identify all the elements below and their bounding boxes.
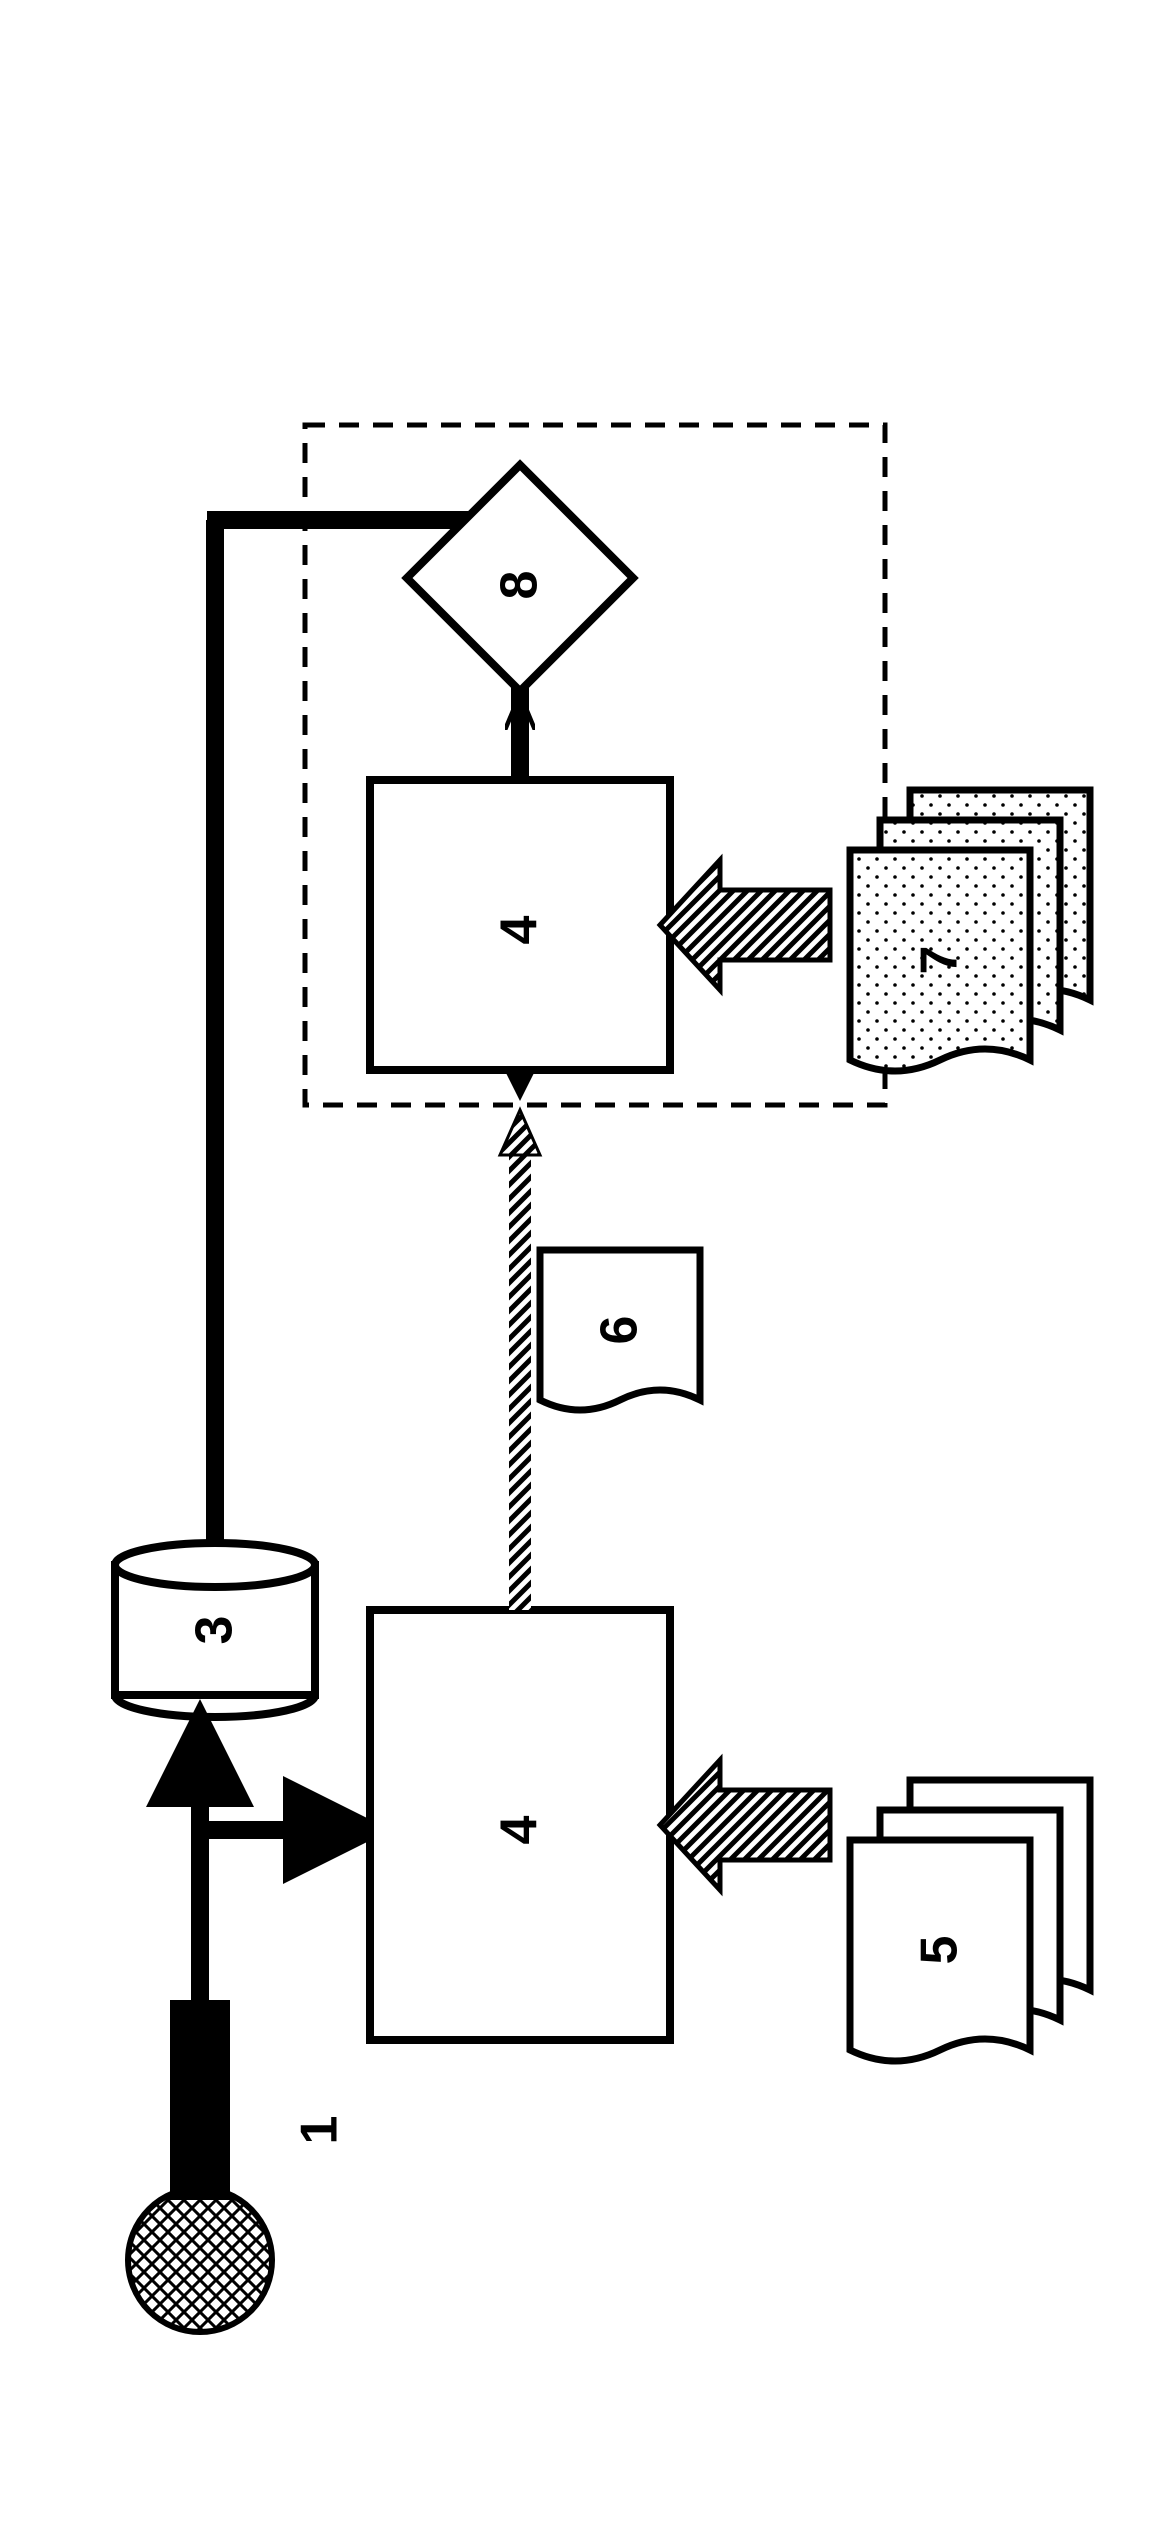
label-6: 6 — [589, 1316, 649, 1345]
microphone-node — [128, 2000, 272, 2332]
label-8: 8 — [489, 571, 549, 600]
hatched-arrow-up — [500, 1110, 540, 1610]
label-1: 1 — [289, 2116, 349, 2145]
label-4a: 4 — [489, 1816, 549, 1845]
stack-docs-left — [850, 1780, 1090, 2061]
diagram-canvas: 1 3 4 6 5 4 8 7 — [0, 0, 1149, 2534]
block-arrow-left-2 — [660, 860, 830, 990]
label-4b: 4 — [489, 916, 549, 945]
label-3: 3 — [184, 1616, 244, 1645]
diagram-svg — [0, 0, 1149, 2534]
label-7: 7 — [909, 946, 969, 975]
block-arrow-left-1 — [660, 1760, 830, 1890]
stack-docs-right — [850, 790, 1090, 1071]
label-5: 5 — [909, 1936, 969, 1965]
main-flow-lines — [192, 1735, 355, 2000]
